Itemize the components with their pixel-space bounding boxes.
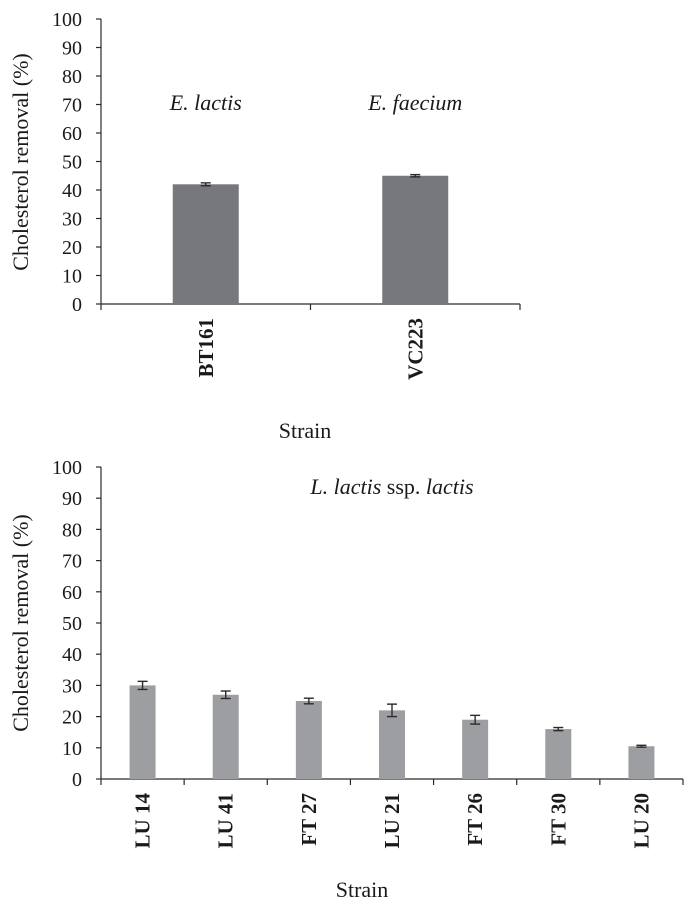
bar bbox=[382, 175, 449, 304]
x-axis-title: Strain bbox=[336, 877, 389, 901]
bar bbox=[379, 710, 405, 779]
bar bbox=[545, 729, 572, 779]
y-tick-label: 40 bbox=[62, 644, 82, 666]
y-tick-label: 70 bbox=[62, 551, 82, 573]
y-tick-label: 10 bbox=[62, 738, 82, 760]
y-tick-label: 20 bbox=[62, 707, 82, 729]
category-label: FT 27 bbox=[297, 793, 321, 846]
y-tick-label: 90 bbox=[62, 38, 82, 60]
annotation-part: E. faecium bbox=[367, 90, 462, 115]
annotation: E. lactis bbox=[169, 90, 242, 115]
category-label: FT 30 bbox=[546, 793, 570, 846]
bar bbox=[628, 746, 655, 779]
bar bbox=[462, 719, 489, 779]
y-tick-label: 60 bbox=[62, 123, 82, 145]
annotation-part: L. lactis bbox=[309, 474, 381, 499]
y-tick-label: 20 bbox=[62, 237, 82, 259]
y-tick-label: 50 bbox=[62, 152, 82, 174]
bar bbox=[172, 184, 239, 304]
y-tick-label: 100 bbox=[52, 9, 82, 31]
annotation-part: E. lactis bbox=[169, 90, 242, 115]
y-tick-label: 100 bbox=[52, 457, 82, 479]
y-tick-label: 40 bbox=[62, 180, 82, 202]
y-tick-label: 80 bbox=[62, 66, 82, 88]
y-tick-label: 30 bbox=[62, 675, 82, 697]
category-label: FT 26 bbox=[463, 793, 487, 846]
category-label: LU 41 bbox=[214, 793, 238, 848]
y-tick-label: 60 bbox=[62, 582, 82, 604]
category-label: LU 14 bbox=[131, 793, 155, 849]
y-tick-label: 70 bbox=[62, 95, 82, 117]
annotation: L. lactis ssp. lactis bbox=[309, 474, 473, 499]
y-tick-label: 10 bbox=[62, 266, 82, 288]
bar bbox=[295, 701, 322, 779]
bar bbox=[212, 694, 239, 779]
chart-top: 0 10 20 30 40 50 60 70 80 90 100 BT161 VC223 E. lacti… bbox=[8, 9, 521, 443]
category-label: LU 20 bbox=[629, 793, 653, 848]
annotation-part: lactis bbox=[426, 474, 474, 499]
x-axis-title: Strain bbox=[279, 418, 332, 443]
y-tick-label: 80 bbox=[62, 519, 82, 541]
y-tick-label: 0 bbox=[72, 769, 82, 791]
annotation: E. faecium bbox=[367, 90, 462, 115]
y-tick-label: 90 bbox=[62, 488, 82, 510]
y-axis-title: Cholesterol removal (%) bbox=[8, 514, 33, 732]
y-tick-label: 0 bbox=[72, 294, 82, 316]
bar bbox=[129, 685, 156, 779]
category-label: LU 21 bbox=[380, 793, 404, 848]
y-axis-title: Cholesterol removal (%) bbox=[8, 53, 33, 271]
y-tick-label: 30 bbox=[62, 209, 82, 231]
category-label: VC223 bbox=[403, 318, 427, 380]
chart-bottom: 0 10 20 30 40 50 60 70 80 90 100 LU 14 LU 41 FT 27 LU … bbox=[8, 457, 684, 901]
annotation-part: ssp. bbox=[381, 474, 426, 499]
category-label: BT161 bbox=[194, 318, 218, 378]
y-tick-label: 50 bbox=[62, 613, 82, 635]
